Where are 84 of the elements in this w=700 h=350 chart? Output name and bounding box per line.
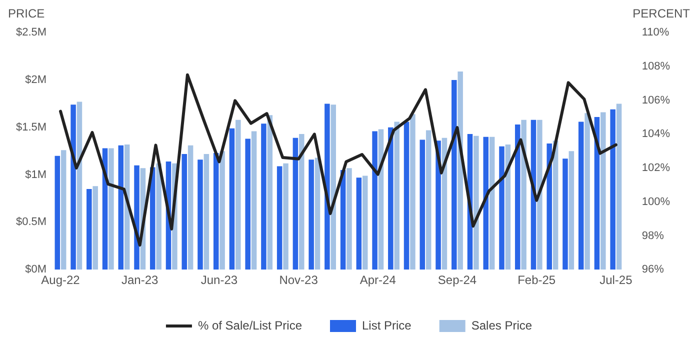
y2-axis-title: PERCENT xyxy=(632,6,691,20)
y-tick-label: $2M xyxy=(25,74,47,86)
y2-tick-label: 98% xyxy=(642,230,664,242)
bar xyxy=(616,104,622,270)
bar xyxy=(236,120,241,270)
bar xyxy=(267,115,273,270)
x-tick-label: Jul-25 xyxy=(600,273,633,288)
bar xyxy=(330,104,336,270)
bar xyxy=(188,145,194,270)
bar xyxy=(404,122,410,270)
bar xyxy=(410,114,416,270)
bar xyxy=(261,124,266,270)
x-tick-label: Feb-25 xyxy=(518,273,556,288)
bar xyxy=(54,156,60,270)
y2-tick-label: 102% xyxy=(642,162,670,174)
y-tick-label: $0M xyxy=(25,264,47,276)
bar xyxy=(308,160,314,270)
bar xyxy=(76,102,82,270)
y2-tick-label: 110% xyxy=(642,26,670,39)
bar xyxy=(213,152,219,270)
x-tick-label: Nov-23 xyxy=(279,273,318,288)
y-tick-label: $1.5M xyxy=(16,121,47,134)
bar xyxy=(229,128,235,270)
bar xyxy=(292,138,298,270)
bar xyxy=(426,130,432,270)
bar xyxy=(108,148,114,270)
x-tick-label: Sep-24 xyxy=(438,273,477,288)
bar xyxy=(118,145,124,270)
bar xyxy=(220,151,225,270)
bar xyxy=(514,124,520,270)
bar xyxy=(60,150,66,270)
bar xyxy=(562,158,568,270)
y2-tick-label: 108% xyxy=(642,60,670,72)
bar xyxy=(600,112,606,270)
bar xyxy=(458,71,463,270)
bar xyxy=(204,154,210,270)
x-tick-label: Jun-23 xyxy=(200,273,238,288)
y-tick-label: $0.5M xyxy=(16,216,47,228)
x-tick-label: Aug-22 xyxy=(41,273,80,288)
bar xyxy=(546,144,552,270)
bar xyxy=(324,104,330,270)
legend-label: List Price xyxy=(362,318,412,332)
bar xyxy=(388,127,394,270)
x-tick-label: Apr-24 xyxy=(360,273,396,288)
bar xyxy=(584,113,590,270)
bar xyxy=(537,120,542,270)
bar xyxy=(276,166,282,270)
bar xyxy=(372,131,378,270)
y-tick-label: $1M xyxy=(25,168,47,181)
bar xyxy=(245,138,250,270)
bar xyxy=(150,167,156,270)
bar xyxy=(394,122,400,270)
bar xyxy=(198,160,203,270)
bar xyxy=(362,176,368,270)
bar xyxy=(314,158,320,270)
y2-tick-label: 104% xyxy=(642,128,670,140)
bar xyxy=(86,189,92,270)
bar xyxy=(356,178,362,270)
bar xyxy=(610,109,616,270)
legend-label: % of Sale/List Price xyxy=(198,318,302,332)
bar xyxy=(156,163,162,270)
bar xyxy=(70,104,76,270)
bar xyxy=(182,154,187,270)
bar xyxy=(92,186,98,270)
x-tick-label: Jan-23 xyxy=(122,273,159,288)
y-axis-title: PRICE xyxy=(8,6,45,20)
y2-tick-label: 96% xyxy=(642,264,664,276)
bar xyxy=(568,151,574,270)
bar xyxy=(299,134,304,270)
bar xyxy=(420,140,426,270)
bar xyxy=(474,136,479,270)
bar xyxy=(521,120,526,270)
bar xyxy=(452,80,457,270)
bar xyxy=(499,146,504,270)
y2-tick-label: 100% xyxy=(642,196,670,208)
bar xyxy=(283,163,288,270)
bar xyxy=(483,136,489,270)
bar xyxy=(489,136,495,270)
bar xyxy=(346,168,352,270)
legend-label: Sales Price xyxy=(471,318,532,332)
bar xyxy=(251,131,257,270)
y-tick-label: $2.5M xyxy=(16,26,47,39)
bar xyxy=(578,122,584,270)
y2-tick-label: 106% xyxy=(642,94,670,106)
